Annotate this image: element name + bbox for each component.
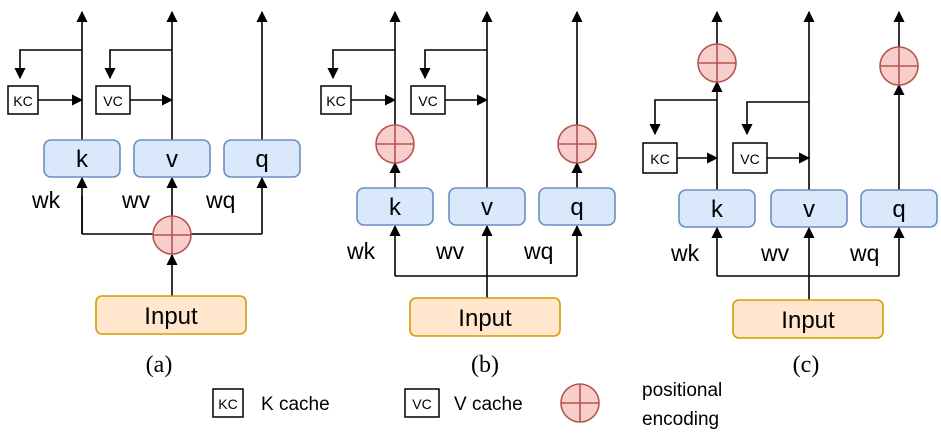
- weight-label-wq: wq: [849, 240, 879, 266]
- legend-pe-text-line2: encoding: [642, 409, 719, 430]
- input-box: [409, 297, 561, 337]
- proj-label-k: k: [389, 194, 402, 221]
- input-box: [732, 299, 884, 339]
- kc-box: [642, 142, 678, 174]
- panel-c: [649, 10, 905, 300]
- proj-label-v: v: [481, 194, 493, 221]
- panel-a: [14, 10, 268, 296]
- kc-box: [320, 85, 352, 115]
- proj-box-q: [223, 139, 301, 178]
- vc-label: VC: [740, 151, 759, 167]
- legend-kc-symbol: KC: [218, 396, 237, 412]
- weight-label-wv: wv: [435, 238, 465, 264]
- proj-label-v: v: [166, 146, 178, 173]
- legend-vc-text: V cache: [454, 394, 523, 415]
- proj-label-k: k: [711, 196, 724, 223]
- proj-label-v: v: [803, 196, 815, 223]
- panel-b: [327, 10, 583, 298]
- legend: KC K cache VC V cache positional encodin…: [212, 380, 722, 430]
- vc-label: VC: [418, 93, 437, 109]
- positional-encoding-icon: [879, 46, 919, 86]
- input-label: Input: [144, 303, 198, 330]
- weight-label-wk: wk: [31, 187, 61, 213]
- proj-box-v: [133, 139, 211, 178]
- weight-label-wv: wv: [121, 187, 151, 213]
- proj-box-q: [538, 187, 616, 226]
- vc-box: [732, 142, 768, 174]
- weight-label-wq: wq: [523, 238, 553, 264]
- proj-box-k: [43, 139, 121, 178]
- input-label: Input: [781, 307, 835, 334]
- vc-label: VC: [103, 93, 122, 109]
- panel-caption-b: (b): [471, 352, 499, 378]
- vc-box: [95, 85, 131, 115]
- positional-encoding-icon: [375, 124, 415, 164]
- weight-label-wk: wk: [670, 240, 700, 266]
- proj-box-k: [678, 189, 756, 228]
- positional-encoding-icon: [697, 43, 737, 83]
- weight-label-wq: wq: [205, 187, 235, 213]
- positional-encoding-icon: [557, 124, 597, 164]
- legend-vc-box: [404, 388, 440, 418]
- kc-label: KC: [13, 93, 32, 109]
- proj-box-q: [860, 189, 938, 228]
- weight-label-wv: wv: [760, 240, 790, 266]
- positional-encoding-icon: [152, 215, 192, 255]
- vc-box: [410, 85, 446, 115]
- panel-caption-c: (c): [793, 352, 820, 378]
- proj-box-v: [770, 189, 848, 228]
- proj-label-q: q: [570, 194, 583, 221]
- legend-pe-text-line1: positional: [642, 380, 722, 401]
- panel-caption-a: (a): [146, 352, 173, 378]
- legend-kc-box: [212, 388, 244, 418]
- proj-box-v: [448, 187, 526, 226]
- legend-positional-encoding-icon: [560, 383, 600, 423]
- proj-label-q: q: [892, 196, 905, 223]
- legend-kc-text: K cache: [261, 394, 330, 415]
- input-box: [95, 295, 247, 335]
- legend-vc-symbol: VC: [412, 396, 431, 412]
- proj-label-k: k: [76, 146, 89, 173]
- kc-label: KC: [326, 93, 345, 109]
- proj-box-k: [356, 187, 434, 226]
- kc-label: KC: [650, 151, 669, 167]
- input-label: Input: [458, 305, 512, 332]
- proj-label-q: q: [255, 146, 268, 173]
- kc-box: [7, 85, 39, 115]
- weight-label-wk: wk: [346, 238, 376, 264]
